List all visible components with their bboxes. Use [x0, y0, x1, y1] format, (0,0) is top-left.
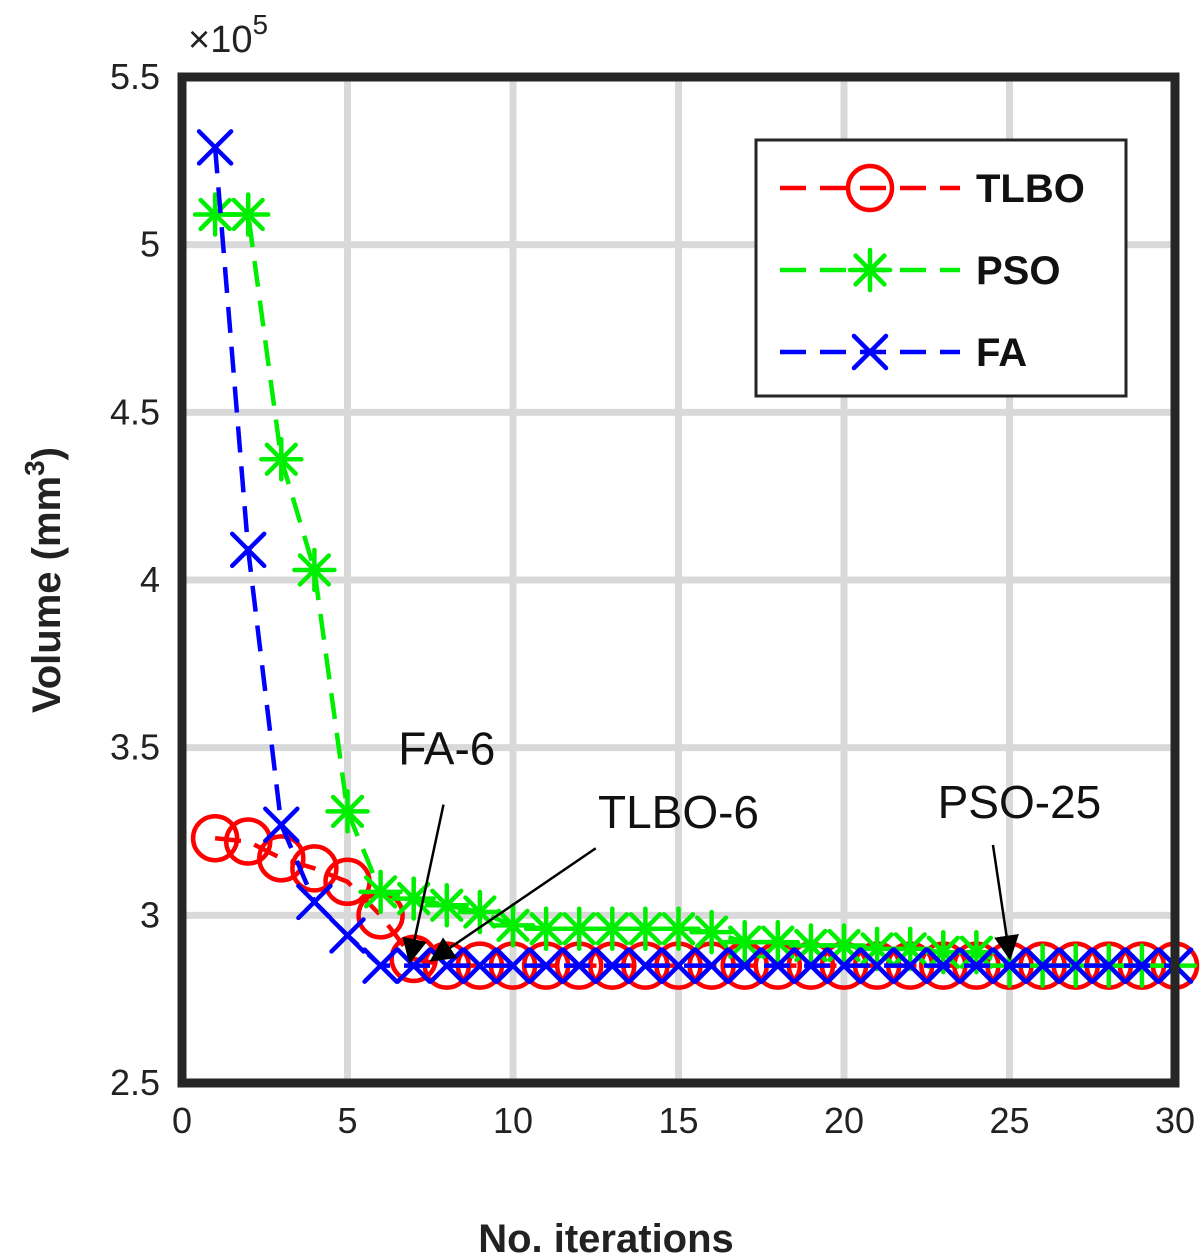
y-axis-title: Volume (mm3): [19, 447, 69, 713]
y-axis-title-sup: 3: [19, 460, 50, 476]
fa-marker: [660, 947, 697, 984]
fa-marker: [958, 947, 995, 984]
pso-marker: [424, 883, 470, 928]
fa-marker: [1024, 947, 1061, 984]
tick-layer: 0 5 10 15 20 25 30 2.5 3 3.5 4 4.5 5 5.5: [110, 56, 1195, 1141]
legend-label: FA: [976, 331, 1027, 375]
pso-marker: [292, 547, 337, 593]
fa-marker: [891, 947, 929, 984]
fa-marker: [461, 947, 499, 984]
tlbo-marker: [257, 834, 306, 883]
y-multiplier-base: ×10: [188, 19, 252, 61]
annotation-label: TLBO-6: [598, 786, 759, 838]
x-tick-label: 10: [493, 1100, 533, 1141]
fa-marker: [296, 883, 333, 921]
x-tick-label: 15: [658, 1100, 698, 1141]
legend-label: TLBO: [976, 167, 1085, 211]
fa-marker: [196, 129, 234, 166]
fa-marker: [560, 947, 598, 984]
fa-marker: [494, 947, 532, 984]
pso-marker: [847, 247, 893, 293]
fa-marker: [851, 333, 889, 371]
fa-marker: [825, 947, 863, 984]
legend-entry-pso: PSO: [780, 247, 1060, 293]
pso-marker: [225, 192, 271, 237]
fa-marker: [693, 947, 730, 984]
annotation-arrow: [402, 804, 445, 964]
y-tick-label: 4.5: [110, 391, 160, 432]
fa-marker: [263, 806, 300, 844]
y-tick-label: 5.5: [110, 56, 160, 97]
pso-marker: [755, 919, 801, 965]
fa-marker: [362, 947, 399, 984]
fa-marker: [527, 947, 565, 984]
x-tick-label: 20: [824, 1100, 864, 1141]
fa-marker: [726, 947, 763, 984]
x-tick-label: 5: [337, 1100, 357, 1141]
y-axis-title-main: Volume (mm: [25, 476, 69, 713]
fa-marker: [792, 947, 830, 984]
y-tick-label: 5: [140, 224, 160, 265]
pso-marker: [457, 889, 503, 935]
pso-marker: [358, 869, 403, 915]
tlbo-marker: [290, 844, 339, 893]
pso-marker: [656, 906, 701, 951]
pso-marker: [556, 906, 602, 951]
x-tick-label: 0: [172, 1100, 192, 1141]
pso-marker: [391, 876, 436, 921]
annotation-label: PSO-25: [938, 776, 1102, 828]
fa-marker: [229, 531, 267, 569]
pso-marker: [490, 903, 536, 948]
plot-frame: [177, 72, 1180, 1088]
fa-marker: [627, 947, 664, 984]
legend: TLBO PSO FA: [754, 138, 1128, 398]
tlbo-marker: [190, 813, 240, 863]
y-tick-label: 4: [140, 559, 160, 600]
pso-marker: [821, 923, 867, 968]
legend-entry-fa: FA: [780, 331, 1027, 375]
pso-marker: [689, 909, 734, 955]
y-tick-label: 3: [140, 894, 160, 935]
fa-marker: [329, 917, 366, 954]
y-multiplier-exp: 5: [252, 9, 268, 40]
legend-label: PSO: [976, 249, 1060, 293]
annotation-arrow: [429, 847, 597, 962]
annotation-label: FA-6: [398, 722, 495, 774]
tlbo-marker: [845, 163, 895, 213]
fa-marker: [858, 947, 896, 984]
x-tick-label: 30: [1155, 1100, 1195, 1141]
annotation-layer: FA-6 TLBO-6 PSO-25: [398, 722, 1102, 964]
x-axis-title: No. iterations: [478, 1217, 734, 1259]
fa-marker: [925, 947, 962, 984]
legend-entry-tlbo: TLBO: [780, 163, 1085, 213]
fa-marker: [1090, 947, 1128, 984]
y-tick-label: 3.5: [110, 727, 160, 768]
pso-marker: [325, 789, 370, 834]
fa-marker: [594, 947, 631, 984]
y-multiplier: ×105: [188, 9, 268, 61]
fa-marker: [1123, 947, 1161, 984]
y-tick-label: 2.5: [110, 1062, 160, 1103]
series-fa: [196, 129, 1194, 984]
y-axis-title-close: ): [25, 447, 69, 460]
annotation-arrow: [991, 844, 1019, 961]
x-tick-label: 25: [989, 1100, 1029, 1141]
pso-marker: [259, 437, 304, 482]
fa-marker: [759, 947, 797, 984]
fa-marker: [1057, 947, 1094, 984]
